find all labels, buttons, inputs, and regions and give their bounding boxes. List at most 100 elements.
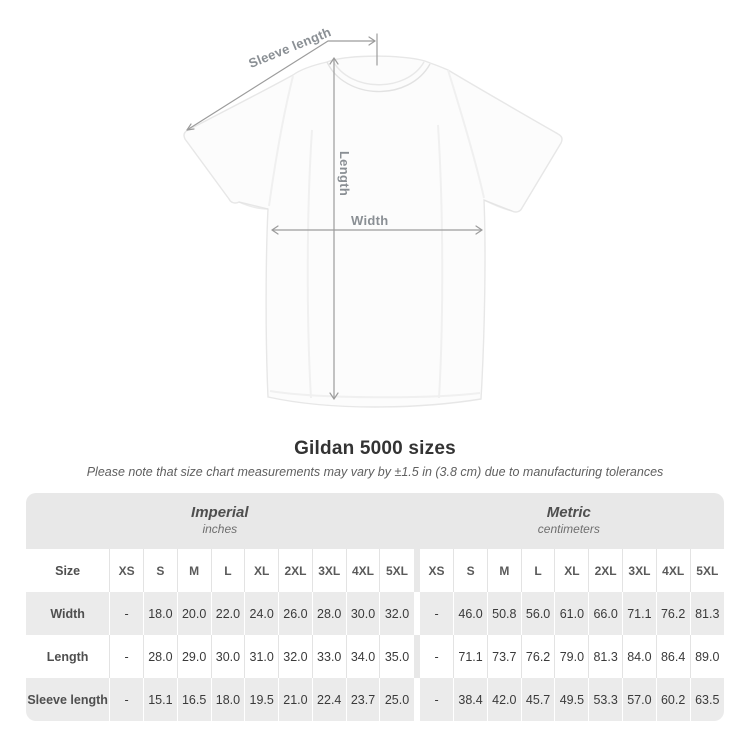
imperial-value-cell: 28.0	[143, 635, 178, 678]
measurement-row-label: Sleeve length	[27, 692, 108, 707]
size-chart: Imperial inches Metric centimeters Size XS S M L…	[26, 493, 724, 721]
metric-value-cell: 46.0	[453, 592, 488, 635]
imperial-value-cell: 33.0	[311, 635, 347, 678]
metric-value-cell: 66.0	[588, 592, 623, 635]
size-col-header: M	[176, 549, 212, 592]
hem-stitch	[269, 390, 481, 399]
size-col-header: XS	[428, 563, 445, 578]
width-measure-arrow	[271, 225, 483, 235]
armhole-left	[268, 75, 294, 207]
metric-value-cell: -	[434, 692, 439, 707]
tshirt-illustration	[183, 33, 563, 408]
armhole-right	[447, 69, 485, 199]
metric-value-cell: 45.7	[520, 678, 555, 721]
unit-group-name: Metric	[546, 504, 591, 522]
collar-inner	[332, 60, 425, 86]
size-col-header: 4XL	[655, 549, 691, 592]
metric-value-cell: 81.3	[689, 592, 724, 635]
size-column-header: Size	[55, 563, 81, 578]
metric-value-cell: 60.2	[655, 678, 691, 721]
imperial-value-cell: -	[109, 592, 144, 635]
size-col-header: 4XL	[345, 549, 380, 592]
group-divider	[413, 592, 420, 635]
imperial-value-cell: -	[109, 678, 144, 721]
size-header-row: Size XS S M L XL 2XL 3XL 4XL 5XL XS S M L XL 2XL 3XL 4XL 5…	[26, 549, 724, 592]
imperial-value-cell: 21.0	[278, 678, 313, 721]
fold-line-left	[306, 129, 313, 399]
sleeve-seam-left	[238, 201, 269, 210]
size-col-header: XL	[554, 549, 589, 592]
metric-value-cell: 71.1	[453, 635, 488, 678]
size-col-header: L	[520, 549, 555, 592]
imperial-value-cell: 30.0	[210, 635, 245, 678]
size-col-header: 5XL	[379, 549, 414, 592]
metric-value-cell: 57.0	[622, 678, 657, 721]
imperial-value-cell: 15.1	[143, 678, 178, 721]
length-measure-arrow	[329, 57, 339, 400]
metric-value-cell: 84.0	[622, 635, 657, 678]
size-col-header: L	[210, 549, 245, 592]
metric-value-cell: -	[434, 606, 439, 621]
unit-group-unit: centimeters	[537, 522, 600, 537]
imperial-value-cell: 25.0	[379, 678, 414, 721]
size-col-header: 2XL	[278, 549, 313, 592]
metric-value-cell: 76.2	[655, 592, 691, 635]
metric-value-cell: -	[434, 649, 439, 664]
metric-value-cell: 81.3	[588, 635, 623, 678]
imperial-value-cell: 22.4	[311, 678, 347, 721]
imperial-value-cell: 23.7	[345, 678, 380, 721]
imperial-value-cell: -	[109, 635, 144, 678]
imperial-value-cell: 22.0	[210, 592, 245, 635]
metric-value-cell: 61.0	[554, 592, 589, 635]
size-col-header: S	[453, 549, 488, 592]
measurement-row-label: Width	[50, 606, 85, 621]
group-divider	[413, 549, 420, 592]
metric-value-cell: 89.0	[689, 635, 724, 678]
length-label: Length	[337, 150, 353, 197]
size-chart-table: Imperial inches Metric centimeters Size XS S M L…	[26, 493, 724, 721]
metric-value-cell: 71.1	[622, 592, 657, 635]
metric-value-cell: 53.3	[588, 678, 623, 721]
imperial-value-cell: 32.0	[379, 592, 414, 635]
imperial-value-cell: 20.0	[176, 592, 212, 635]
metric-value-cell: 56.0	[520, 592, 555, 635]
tolerance-note: Please note that size chart measurements…	[86, 465, 664, 479]
imperial-value-cell: 28.0	[311, 592, 347, 635]
size-col-header: 2XL	[588, 549, 623, 592]
measurement-row: Width -18.0 20.0 22.0 24.0 26.0 28.0 30.0 32.0-4…	[26, 592, 724, 635]
title-block: Gildan 5000 sizes Please note that size …	[0, 430, 750, 479]
size-col-header: 5XL	[689, 549, 724, 592]
imperial-value-cell: 24.0	[244, 592, 279, 635]
metric-value-cell: 38.4	[453, 678, 488, 721]
unit-group-header: Imperial inches	[26, 493, 414, 549]
collar-outer	[326, 61, 431, 93]
page-title: Gildan 5000 sizes	[294, 438, 456, 459]
metric-value-cell: 42.0	[486, 678, 522, 721]
imperial-value-cell: 18.0	[143, 592, 178, 635]
imperial-value-cell: 16.5	[176, 678, 212, 721]
metric-value-cell: 79.0	[554, 635, 589, 678]
metric-value-cell: 73.7	[486, 635, 522, 678]
imperial-value-cell: 32.0	[278, 635, 313, 678]
sleeve-length-measure-arrow	[186, 33, 378, 131]
measurement-row: Sleeve length -15.1 16.5 18.0 19.5 21.0 22.4 23…	[26, 678, 724, 721]
size-col-header: XS	[109, 549, 144, 592]
imperial-value-cell: 35.0	[379, 635, 414, 678]
tshirt-measurement-diagram: Sleeve length Length Width	[183, 24, 563, 408]
unit-group-name: Imperial	[191, 504, 249, 522]
imperial-value-cell: 34.0	[345, 635, 380, 678]
imperial-value-cell: 19.5	[244, 678, 279, 721]
size-col-header: 3XL	[311, 549, 347, 592]
size-col-header: XL	[244, 549, 279, 592]
unit-group-header: Metric centimeters	[413, 493, 724, 549]
metric-value-cell: 50.8	[486, 592, 522, 635]
tshirt-outline	[183, 55, 563, 408]
sleeve-seam-right	[483, 199, 513, 212]
measurement-row-label: Length	[46, 649, 89, 664]
metric-value-cell: 86.4	[655, 635, 691, 678]
imperial-value-cell: 26.0	[278, 592, 313, 635]
width-label: Width	[351, 213, 389, 228]
imperial-value-cell: 18.0	[210, 678, 245, 721]
group-divider	[413, 635, 420, 678]
unit-group-row: Imperial inches Metric centimeters	[26, 493, 724, 549]
